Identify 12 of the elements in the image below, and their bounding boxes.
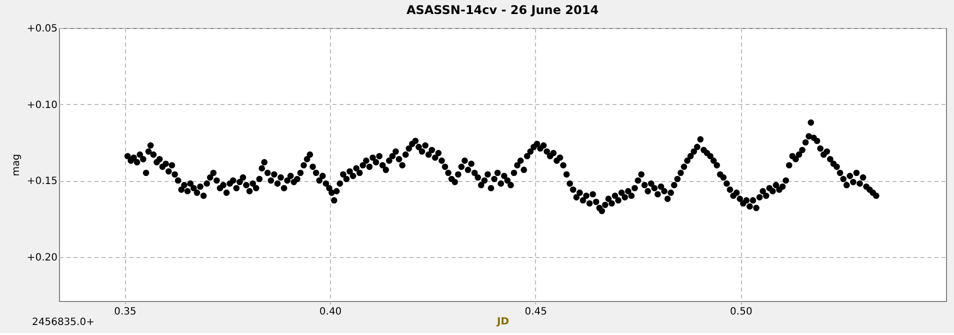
x-axis-title: JD	[496, 316, 510, 328]
x-tick-label: 0.50	[730, 306, 752, 318]
x-tick-label: 0.40	[319, 306, 342, 318]
x-tick-label: 0.35	[114, 306, 136, 318]
y-tick-label: +0.15	[26, 176, 58, 188]
y-tick-label: +0.05	[26, 24, 58, 34]
chart-title: ASASSN-14cv - 26 June 2014	[406, 3, 599, 17]
y-tick-label: +0.20	[26, 252, 58, 264]
y-tick-label: +0.10	[26, 100, 58, 111]
x-tick-label: 0.45	[524, 306, 547, 318]
y-axis-title: mag	[10, 154, 22, 176]
text: 2456835.0+	[32, 317, 94, 328]
